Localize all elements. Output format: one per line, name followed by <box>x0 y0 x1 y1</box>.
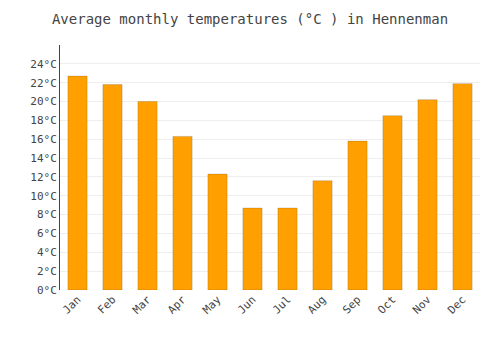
svg-text:Jun: Jun <box>235 293 258 316</box>
svg-text:6°C: 6°C <box>37 227 57 240</box>
svg-text:Sep: Sep <box>340 293 363 316</box>
svg-text:Mar: Mar <box>130 293 154 317</box>
svg-text:Feb: Feb <box>95 293 118 316</box>
svg-text:8°C: 8°C <box>37 208 57 221</box>
svg-text:Jan: Jan <box>60 293 83 316</box>
svg-text:Apr: Apr <box>165 293 189 317</box>
svg-text:16°C: 16°C <box>30 133 57 146</box>
svg-text:May: May <box>200 293 224 317</box>
svg-text:14°C: 14°C <box>30 152 57 165</box>
svg-text:4°C: 4°C <box>37 246 57 259</box>
svg-text:0°C: 0°C <box>37 284 57 297</box>
svg-text:10°C: 10°C <box>30 190 57 203</box>
svg-text:Oct: Oct <box>375 293 398 316</box>
svg-text:20°C: 20°C <box>30 95 57 108</box>
svg-text:22°C: 22°C <box>30 77 57 90</box>
svg-text:Aug: Aug <box>305 293 328 316</box>
svg-text:Dec: Dec <box>445 293 468 316</box>
svg-text:24°C: 24°C <box>30 58 57 71</box>
svg-text:2°C: 2°C <box>37 265 57 278</box>
svg-text:Nov: Nov <box>410 293 434 317</box>
svg-text:Jul: Jul <box>270 293 293 316</box>
svg-text:Average monthly temperatures (: Average monthly temperatures (°C ) in He… <box>52 11 448 27</box>
svg-text:18°C: 18°C <box>30 114 57 127</box>
svg-text:12°C: 12°C <box>30 171 57 184</box>
